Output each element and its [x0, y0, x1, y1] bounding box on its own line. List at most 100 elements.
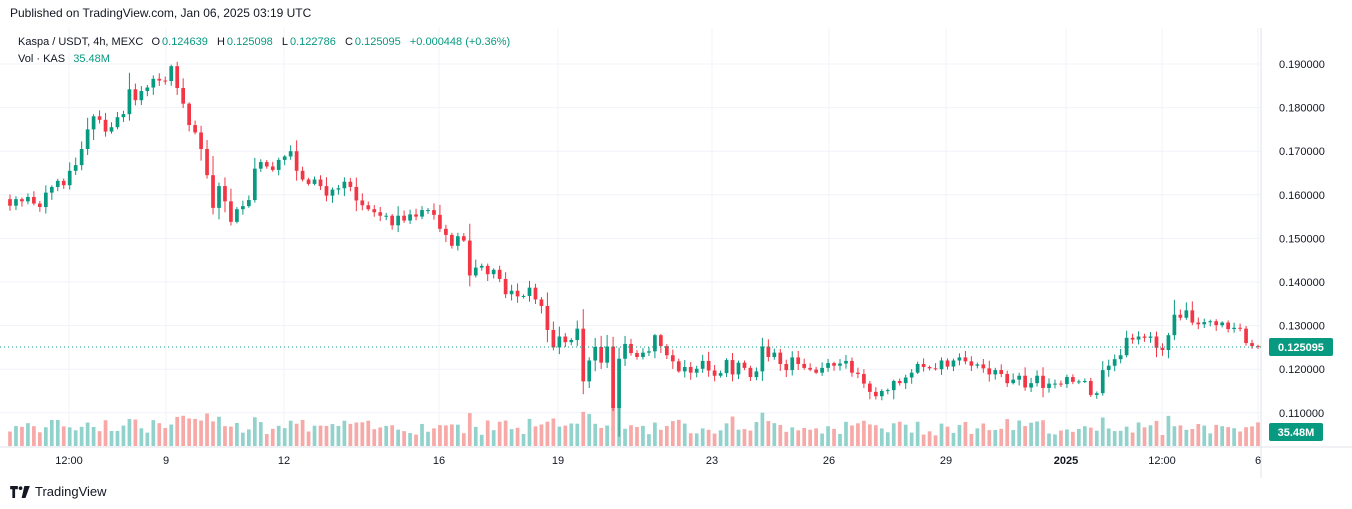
footer-brand[interactable]: TradingView	[10, 484, 107, 499]
volume-bar	[38, 432, 42, 446]
candle-body	[229, 201, 233, 222]
legend-symbol[interactable]: Kaspa / USDT, 4h, MEXC	[18, 36, 144, 48]
volume-bar	[873, 425, 878, 446]
volume-bar	[957, 424, 962, 446]
candle-body	[32, 196, 36, 204]
volume-bar	[133, 419, 138, 446]
price-tick-label: 0.130000	[1279, 321, 1325, 333]
volume-bar	[1256, 422, 1260, 446]
candle-body	[115, 117, 120, 128]
legend-open-label: O	[151, 36, 161, 48]
volume-bar	[354, 422, 359, 446]
candle-body	[396, 215, 400, 226]
candle-body	[1100, 370, 1105, 394]
candle-body	[300, 170, 305, 180]
volume-bar	[557, 426, 562, 446]
price-tick-label: 0.160000	[1279, 190, 1325, 202]
volume-bar	[641, 425, 645, 446]
volume-bar	[1005, 419, 1010, 446]
candle-body	[879, 391, 884, 397]
volume-bar	[426, 431, 430, 446]
candle-body	[694, 368, 699, 373]
price-tick-label: 0.120000	[1279, 364, 1325, 376]
volume-bar	[682, 423, 687, 446]
chart-area[interactable]: 0.190000 0.180000 0.170000 0.160000 0.150000…	[0, 28, 1352, 478]
candle-body	[1184, 310, 1189, 318]
volume-bar	[461, 433, 466, 446]
price-tick-label: 0.170000	[1279, 146, 1325, 158]
legend-volume-label[interactable]: Vol · KAS	[18, 53, 66, 65]
volume-bar	[300, 419, 305, 446]
candle-body	[1041, 375, 1045, 388]
candle-body	[14, 199, 18, 206]
candlestick-chart[interactable]: 0.190000 0.180000 0.170000 0.160000 0.150000…	[0, 28, 1352, 478]
volume-bar	[396, 429, 400, 446]
volume-bar	[581, 411, 586, 446]
volume-bar	[909, 432, 914, 446]
candle-body	[808, 367, 813, 370]
price-tick-label: 0.150000	[1279, 233, 1325, 245]
price-tick-label: 0.140000	[1279, 277, 1325, 289]
candle-body	[897, 380, 902, 384]
volume-bar	[587, 413, 592, 446]
volume-bar	[1184, 429, 1189, 446]
candle-body	[1196, 322, 1201, 325]
volume-bar	[1148, 425, 1153, 446]
candle-body	[802, 363, 807, 368]
candle-body	[43, 192, 48, 208]
volume-bar	[444, 425, 448, 446]
candle-body	[927, 367, 932, 369]
candle-body	[754, 371, 759, 378]
candle-body	[873, 391, 878, 397]
candle-body	[545, 305, 550, 330]
candle-body	[1208, 321, 1213, 323]
volume-bar	[856, 423, 860, 446]
volume-bar	[276, 425, 281, 446]
candle-body	[509, 290, 514, 295]
volume-bar	[515, 427, 520, 446]
candle-body	[444, 228, 448, 235]
volume-bar	[151, 420, 156, 446]
candle-body	[211, 175, 215, 208]
candle-body	[1017, 375, 1021, 380]
candle-body	[993, 370, 998, 375]
candle-body	[1172, 314, 1177, 336]
candle-body	[276, 159, 281, 170]
volume-bar	[754, 422, 759, 446]
volume-bar	[1238, 431, 1242, 446]
volume-bar	[897, 421, 902, 446]
legend-price-row: Kaspa / USDT, 4h, MEXC O 0.124639 H 0.1250…	[18, 34, 516, 51]
candle-body	[127, 89, 132, 115]
volume-bar	[157, 423, 162, 446]
volume-bar	[330, 424, 335, 446]
candle-body	[324, 186, 329, 196]
volume-bar	[1088, 427, 1093, 446]
volume-bar	[921, 434, 926, 446]
candle-body	[706, 360, 711, 371]
volume-bar	[784, 431, 789, 446]
volume-bar	[533, 426, 538, 446]
volume-bar	[294, 423, 299, 446]
candle-body	[766, 346, 771, 357]
time-tick-label: 26	[823, 455, 835, 467]
volume-bar	[975, 428, 980, 446]
candle-body	[832, 363, 836, 366]
candle-body	[450, 234, 454, 246]
time-tick-label: 12:00	[55, 455, 83, 467]
volume-bar	[814, 428, 818, 446]
candle-body	[868, 383, 872, 392]
price-tick-label: 0.190000	[1279, 59, 1325, 71]
candle-body	[712, 370, 717, 376]
candle-body	[605, 346, 609, 363]
volume-bar	[748, 430, 753, 446]
volume-bar	[1208, 433, 1213, 446]
volume-bar	[1077, 428, 1081, 446]
volume-bar	[712, 433, 717, 446]
candle-body	[682, 367, 687, 372]
candle-body	[1112, 359, 1117, 366]
volume-bar	[521, 433, 526, 446]
candle-body	[49, 186, 54, 193]
volume-bar	[1118, 430, 1123, 446]
candle-body	[617, 358, 621, 409]
candle-body	[1232, 327, 1236, 330]
